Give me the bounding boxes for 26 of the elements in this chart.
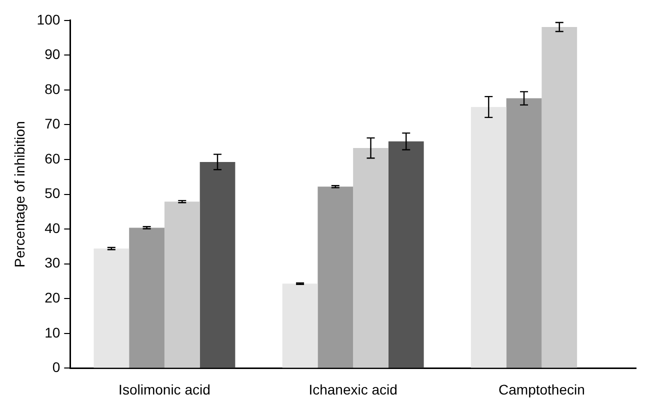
y-tick-label: 40 [44,220,60,236]
bar [282,284,318,368]
y-tick-label: 100 [36,11,60,28]
x-tick-label: Camptothecin [498,381,585,398]
bar [542,27,578,368]
bar [94,248,130,368]
bar [200,162,236,368]
y-tick-label: 0 [52,359,60,376]
y-tick-label: 30 [44,254,60,271]
y-tick-label: 10 [44,324,60,340]
y-tick-label: 70 [44,116,60,132]
y-tick-label: 90 [44,46,60,62]
bar [388,141,424,368]
y-tick-label: 50 [44,185,60,202]
x-tick-label: Ichanexic acid [308,381,398,398]
y-tick-label: 20 [44,290,60,306]
bar [470,107,506,368]
bar [318,186,354,368]
y-tick-label: 80 [44,80,60,97]
bar [506,98,542,368]
bar [164,202,200,368]
y-axis-title: Percentage of inhibition [11,121,28,268]
bar [353,148,388,368]
x-tick-label: Isolimonic acid [118,381,210,398]
y-tick-label: 60 [44,150,60,166]
bar [129,228,164,368]
